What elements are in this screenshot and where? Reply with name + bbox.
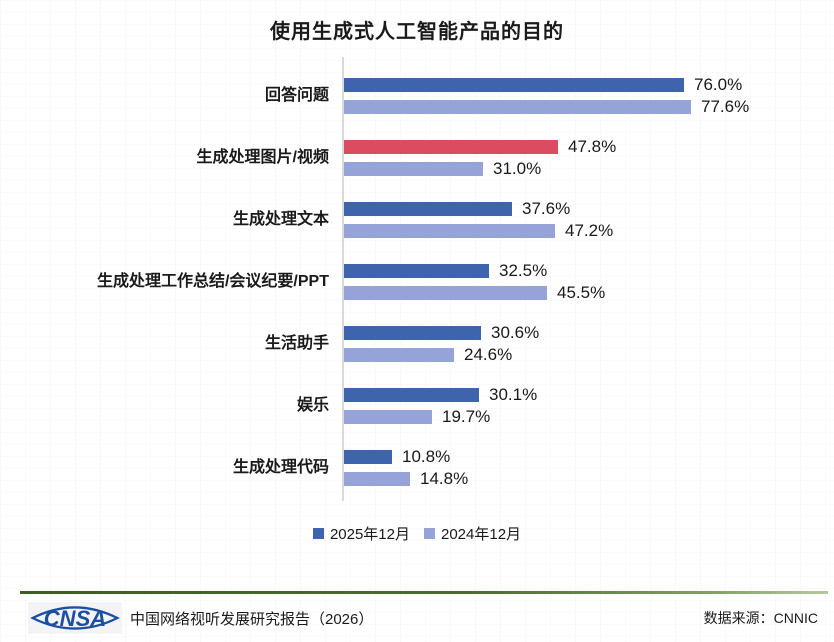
- value-label: 14.8%: [420, 469, 469, 488]
- bar-row: 31.0%: [344, 159, 834, 178]
- bar-row: 37.6%: [344, 199, 834, 218]
- bar-pair: 30.1% 19.7%: [344, 385, 834, 426]
- legend-swatch-icon: [312, 528, 324, 539]
- legend: 2025年12月 2024年12月: [0, 523, 834, 544]
- bar-2025年12月: [344, 202, 512, 216]
- value-label: 45.5%: [557, 283, 606, 302]
- bar-row: 14.8%: [344, 469, 834, 488]
- category-label: 生活助手: [264, 334, 329, 352]
- cnsa-logo-text: CNSA: [44, 606, 106, 631]
- footer-divider: [20, 591, 828, 594]
- bar-row: 77.6%: [344, 97, 834, 116]
- footer: CNSA 中国网络视听发展研究报告（2026） 数据来源：CNNIC: [28, 600, 818, 636]
- value-label: 30.1%: [489, 385, 538, 404]
- category-label: 回答问题: [264, 86, 329, 104]
- bar-row: 47.8%: [344, 137, 834, 156]
- bar-pair: 30.6% 24.6%: [344, 323, 834, 364]
- bar-2025年12月: [344, 450, 392, 464]
- chart-group: 生成处理工作总结/会议纪要/PPT 32.5% 45.5%: [0, 251, 834, 313]
- value-label: 31.0%: [493, 159, 542, 178]
- bar-2024年12月: [344, 224, 555, 238]
- legend-swatch-icon: [424, 528, 435, 539]
- bar-2024年12月: [344, 472, 410, 486]
- bar-2025年12月: [344, 326, 481, 340]
- bar-2024年12月: [344, 410, 432, 424]
- category-label: 生成处理文本: [232, 210, 329, 228]
- y-axis-line: [342, 57, 344, 501]
- data-source: 数据来源：CNNIC: [703, 610, 818, 626]
- chart-group: 生成处理文本 37.6% 47.2%: [0, 189, 834, 251]
- value-label: 37.6%: [522, 199, 571, 218]
- footer-left: CNSA 中国网络视听发展研究报告（2026）: [28, 602, 373, 634]
- value-label: 76.0%: [694, 75, 743, 94]
- bar-chart: 回答问题 76.0% 77.6% 生成处理图片/视频 47.8% 31.0% 生成处理文本 3…: [0, 57, 834, 501]
- chart-group: 生成处理代码 10.8% 14.8%: [0, 437, 834, 499]
- category-label: 生成处理工作总结/会议纪要/PPT: [96, 272, 329, 290]
- value-label: 10.8%: [402, 447, 451, 466]
- cnsa-logo-icon: CNSA: [28, 602, 122, 634]
- value-label: 47.2%: [565, 221, 614, 240]
- bar-row: 30.1%: [344, 385, 834, 404]
- bar-pair: 47.8% 31.0%: [344, 137, 834, 178]
- bar-2025年12月: [344, 78, 684, 92]
- chart-title: 使用生成式人工智能产品的目的: [270, 21, 564, 43]
- legend-label: 2024年12月: [441, 526, 522, 543]
- bar-2025年12月: [344, 264, 489, 278]
- bar-row: 45.5%: [344, 283, 834, 302]
- bar-row: 24.6%: [344, 345, 834, 364]
- value-label: 19.7%: [442, 407, 491, 426]
- bar-2025年12月: [344, 140, 558, 154]
- bar-row: 10.8%: [344, 447, 834, 466]
- bar-2024年12月: [344, 286, 547, 300]
- value-label: 24.6%: [464, 345, 513, 364]
- bar-row: 30.6%: [344, 323, 834, 342]
- report-title: 中国网络视听发展研究报告（2026）: [130, 610, 374, 628]
- bar-row: 32.5%: [344, 261, 834, 280]
- legend-label: 2025年12月: [329, 526, 410, 543]
- chart-group: 生活助手 30.6% 24.6%: [0, 313, 834, 375]
- bar-2024年12月: [344, 162, 483, 176]
- value-label: 32.5%: [499, 261, 548, 280]
- bar-pair: 10.8% 14.8%: [344, 447, 834, 488]
- chart-rows: 回答问题 76.0% 77.6% 生成处理图片/视频 47.8% 31.0% 生成处理文本 3…: [0, 65, 834, 499]
- bar-2024年12月: [344, 348, 454, 362]
- category-label: 生成处理图片/视频: [196, 148, 329, 166]
- value-label: 30.6%: [491, 323, 540, 342]
- legend-item: 2024年12月: [424, 523, 521, 544]
- value-label: 77.6%: [701, 97, 750, 116]
- bar-2025年12月: [344, 388, 479, 402]
- chart-group: 娱乐 30.1% 19.7%: [0, 375, 834, 437]
- bar-row: 76.0%: [344, 75, 834, 94]
- category-label: 生成处理代码: [232, 458, 329, 476]
- category-label: 娱乐: [296, 396, 329, 414]
- chart-group: 生成处理图片/视频 47.8% 31.0%: [0, 127, 834, 189]
- bar-pair: 76.0% 77.6%: [344, 75, 834, 116]
- bar-pair: 37.6% 47.2%: [344, 199, 834, 240]
- value-label: 47.8%: [568, 137, 617, 156]
- bar-pair: 32.5% 45.5%: [344, 261, 834, 302]
- bar-row: 19.7%: [344, 407, 834, 426]
- legend-item: 2025年12月: [312, 523, 410, 544]
- chart-group: 回答问题 76.0% 77.6%: [0, 65, 834, 127]
- bar-row: 47.2%: [344, 221, 834, 240]
- bar-2024年12月: [344, 100, 691, 114]
